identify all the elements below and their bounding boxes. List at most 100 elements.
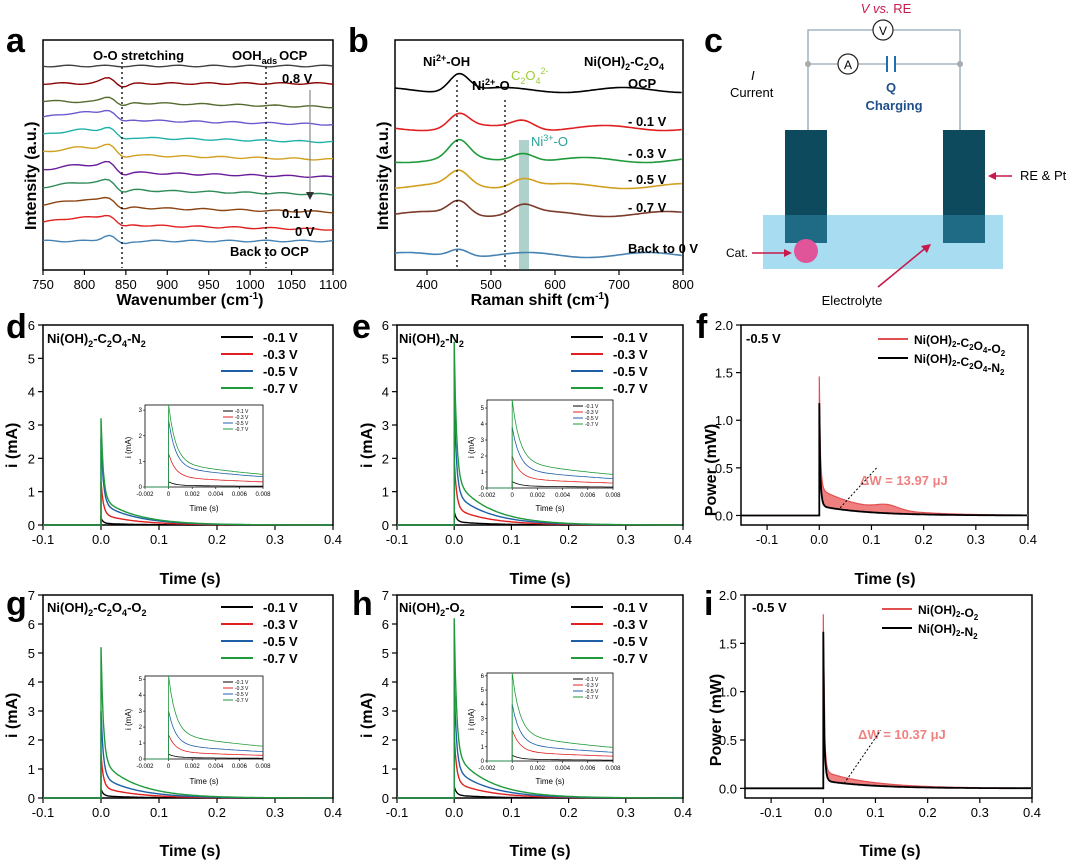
panel-g-ytick-label: 2 xyxy=(28,733,35,748)
panel-i-ylabel: Power (mW) xyxy=(708,674,725,766)
panel-h-ytick-label: 1 xyxy=(382,762,389,777)
panel-b-ann-ni2oh: Ni2+-OH xyxy=(423,53,470,69)
panel-i-ytick-label: 1.5 xyxy=(719,636,737,651)
panel-a-ann-oo: O-O stretching xyxy=(93,48,184,63)
panel-d-inset-xtick-label: 0 xyxy=(167,492,171,498)
panel-b-spectrum-line xyxy=(394,248,682,259)
panel-h-legend-label: -0.5 V xyxy=(613,634,648,649)
panel-e-inset-xtick-label: 0.006 xyxy=(580,493,596,499)
panel-h-inset-ytick-label: 3 xyxy=(481,716,485,722)
panel-g-inset-frame xyxy=(144,675,264,760)
panel-g-inset-xlabel: Time (s) xyxy=(189,777,218,786)
panel-b-series-label: OCP xyxy=(628,76,657,91)
panel-i-ytick-label: 0.0 xyxy=(719,781,737,796)
panel-c-current: Current xyxy=(730,85,774,100)
panel-h-inset-line xyxy=(487,672,614,762)
panel-f-ytick-label: 1.0 xyxy=(715,413,733,428)
panel-c-electrode-left-sub xyxy=(785,215,827,243)
panel-e-inset-xtick-label: 0.004 xyxy=(555,493,571,499)
panel-d-xtick-label: 0.2 xyxy=(208,532,226,547)
panel-b-frame xyxy=(394,39,684,271)
panel-d-inset-ytick-label: 1 xyxy=(139,459,143,465)
panel-d-xlabel: Time (s) xyxy=(159,571,220,588)
panel-d-inset-line xyxy=(145,404,264,488)
panel-g-inset-line xyxy=(145,734,263,760)
legend-text: -O xyxy=(987,342,1000,356)
panel-g-ytick-label: 7 xyxy=(28,588,35,603)
panel-e-inset-legend-label: -0.5 V xyxy=(585,416,599,422)
panel-g-inset-line xyxy=(145,675,264,760)
panel-c-arrowhead-re xyxy=(988,172,996,180)
panel-h-inset-xlabel: Time (s) xyxy=(535,777,564,786)
panel-d-inset-xtick-label: 0.006 xyxy=(232,492,248,498)
panel-g-inset-legend-label: -0.3 V xyxy=(235,686,249,692)
panel-g-ytick-label: 3 xyxy=(28,704,35,719)
panel-e-ytick-label: 4 xyxy=(382,385,389,400)
panel-f-xtick-label: 0.4 xyxy=(1019,532,1037,547)
panel-h-xtick-label: 0.2 xyxy=(560,805,578,820)
panel-d-legend-label: -0.3 V xyxy=(263,347,298,362)
panel-f-ytick-label: 0.5 xyxy=(715,461,733,476)
panel-d-inset-legend-label: -0.5 V xyxy=(235,421,249,427)
panel-e-xtick-label: -0.1 xyxy=(386,532,408,547)
panel-c-cat: Cat. xyxy=(726,246,748,260)
panel-letter-c: c xyxy=(704,22,723,60)
panel-c-circuit-outer xyxy=(807,29,961,130)
panel-g-inset-legend-label: -0.1 V xyxy=(235,680,249,686)
panel-a-spectrum-line xyxy=(42,196,334,214)
panel-h-inset-ytick-label: 5 xyxy=(481,688,485,694)
legend-subscript: 2 xyxy=(969,362,974,371)
panel-letter-f: f xyxy=(696,308,708,346)
panel-i-o2-area xyxy=(745,614,1033,789)
panel-b-ann-ni3o: Ni3+-O xyxy=(531,133,568,149)
panel-d-inset-legend-label: -0.1 V xyxy=(235,409,249,415)
panel-f-ytick-label: 1.5 xyxy=(715,366,733,381)
panel-e-xtick-label: 0.0 xyxy=(445,532,463,547)
panel-f-xtick-label: 0.3 xyxy=(967,532,985,547)
panel-g-inset-line xyxy=(145,753,263,760)
panel-e-legend-label: -0.5 V xyxy=(613,364,648,379)
panel-e-ytick-label: 6 xyxy=(382,318,389,333)
panel-i: i -0.5 V Power (mW) Time (s) ΔW = 10.37 … xyxy=(704,585,1041,860)
panel-g-xlabel: Time (s) xyxy=(159,843,220,860)
panel-h-inset-legend-label: -0.1 V xyxy=(585,677,599,683)
panel-b-xticks: 400 500 600 700 800 xyxy=(416,270,694,292)
panel-letter-b: b xyxy=(348,22,369,60)
panel-a-spectrum-line xyxy=(42,214,334,231)
panel-a-xtick-label: 1050 xyxy=(277,277,306,292)
panel-e-inset-xtick-label: 0 xyxy=(511,493,515,499)
panel-b-xtick-label: 600 xyxy=(544,277,566,292)
panel-e: e Ni(OH)2-N2 i (mA) Time (s) i (mA) Time… xyxy=(352,308,692,588)
panel-d-xtick-label: 0.0 xyxy=(92,532,110,547)
panel-d-ytick-label: 1 xyxy=(28,485,35,500)
panel-h-inset-xtick-label: 0.004 xyxy=(555,766,571,772)
panel-i-legend-label: Ni(OH)2-N2 xyxy=(918,622,978,641)
panel-g-xtick-label: 0.1 xyxy=(150,805,168,820)
panel-e-ytick-label: 0 xyxy=(382,518,389,533)
panel-g-inset-xtick-label: 0.002 xyxy=(185,764,201,770)
panel-e-ylabel: i (mA) xyxy=(359,423,376,468)
panel-h-xtick-label: 0.3 xyxy=(617,805,635,820)
panel-e-inset-legend-label: -0.7 V xyxy=(585,422,599,428)
panel-g-legend-label: -0.3 V xyxy=(263,617,298,632)
panel-f-o2-area xyxy=(741,376,1029,517)
panel-e-inset-ytick-label: 3 xyxy=(481,438,485,444)
panel-e-ytick-label: 1 xyxy=(382,485,389,500)
panel-d-legend-label: -0.1 V xyxy=(263,330,298,345)
panel-a-ann-ooh: OOHads OCP xyxy=(232,48,308,66)
panel-i-xtick-label: -0.1 xyxy=(760,805,782,820)
panel-d-inset-legend-label: -0.3 V xyxy=(235,415,249,421)
panel-g-ytick-label: 5 xyxy=(28,646,35,661)
panel-i-xtick-label: 0.1 xyxy=(866,805,884,820)
panel-c-catalyst xyxy=(794,239,818,263)
panel-g: g Ni(OH)2-C2O4-O2 i (mA) Time (s) i (mA)… xyxy=(4,585,342,860)
panel-a-label-01: 0.1 V xyxy=(282,206,313,221)
panel-letter-h: h xyxy=(352,585,373,623)
panel-a-spectrum-line xyxy=(42,64,334,68)
panel-d-inset-xtick-label: 0.004 xyxy=(208,492,224,498)
panel-h-inset-frame xyxy=(486,672,614,762)
panel-e-inset-legend-label: -0.3 V xyxy=(585,410,599,416)
panel-d-inset-line xyxy=(145,453,264,488)
panel-c-capacitor-gap xyxy=(886,56,896,72)
